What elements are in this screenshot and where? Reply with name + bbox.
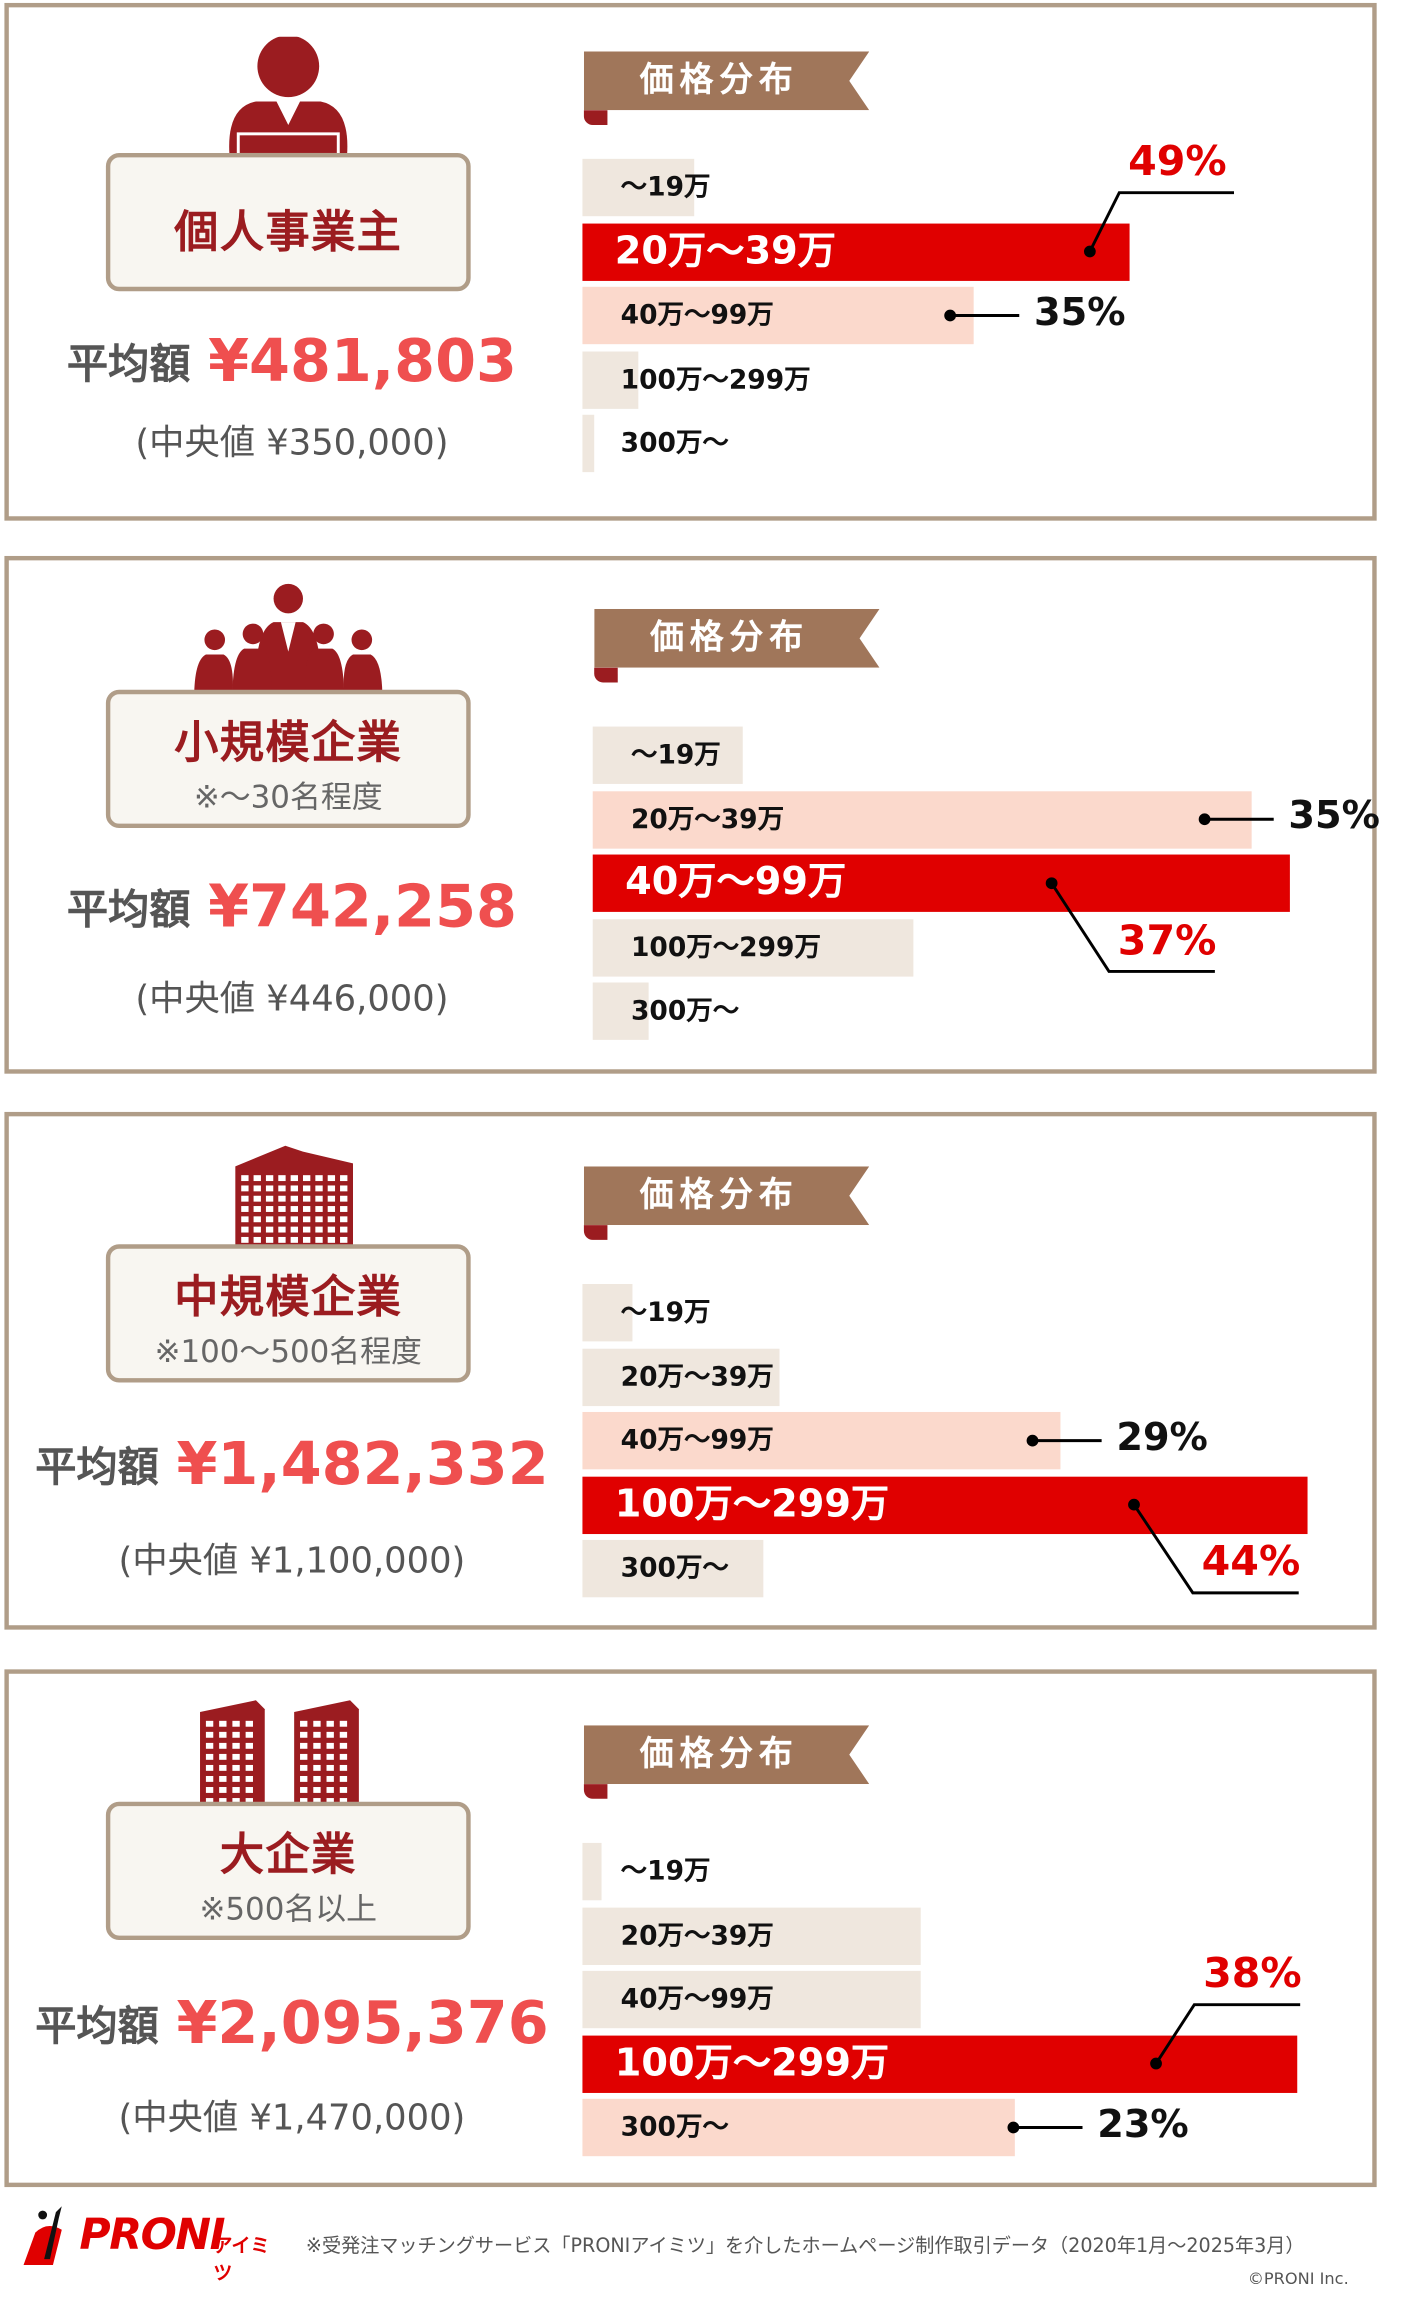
- average-value: ¥1,482,332: [176, 1431, 549, 1499]
- segment-label-box: 大企業 ※500名以上: [105, 1801, 471, 1940]
- bar-category-label: 〜19万: [620, 1297, 711, 1329]
- segment-title: 小規模企業: [174, 717, 403, 770]
- bar: [582, 1970, 922, 2029]
- bar: [582, 158, 695, 217]
- chart-title-banner: 価格分布: [594, 608, 880, 668]
- bar: [582, 1411, 1061, 1470]
- average-amount: 平均額 ¥481,803: [9, 328, 575, 396]
- median-amount: (中央値 ¥1,100,000): [118, 1539, 466, 1582]
- group-of-people-icon: [171, 581, 406, 699]
- average-value: ¥481,803: [208, 327, 518, 396]
- segment-label-box: 個人事業主: [105, 152, 471, 292]
- bar-category-label: 100万〜299万: [614, 1481, 890, 1526]
- segment-subtitle: ※〜30名程度: [193, 779, 383, 815]
- bar-category-label: 100万〜299万: [620, 364, 811, 395]
- bar-category-label: 300万〜: [620, 2112, 729, 2143]
- value-label-largest: 37%: [1117, 915, 1217, 965]
- banner-curl: [594, 667, 618, 683]
- value-label-second: 29%: [1116, 1415, 1208, 1460]
- average-value: ¥742,258: [208, 873, 518, 942]
- bar: [592, 982, 650, 1040]
- bar: [582, 1842, 602, 1901]
- median-amount: (中央値 ¥446,000): [135, 978, 449, 1020]
- segment-subtitle: ※500名以上: [199, 1891, 378, 1927]
- median-amount: (中央値 ¥1,470,000): [118, 2097, 466, 2139]
- segment-label-box: 小規模企業 ※〜30名程度: [105, 689, 471, 829]
- bar: [592, 790, 1252, 848]
- bar: [592, 918, 913, 976]
- bar-category-label: 20万〜39万: [614, 228, 836, 273]
- chart-title-banner: 価格分布: [583, 51, 870, 111]
- value-label-second: 23%: [1097, 2102, 1189, 2147]
- source-note: ※受発注マッチングサービス「PRONIアイミツ」を介したホームページ制作取引デー…: [305, 2235, 1305, 2258]
- bar: [582, 1347, 781, 1406]
- bar: [582, 2098, 1016, 2157]
- chart-title-banner: 価格分布: [583, 1725, 870, 1785]
- bar-category-label: 40万〜99万: [620, 1984, 774, 2015]
- bar-category-label: 300万〜: [630, 995, 740, 1027]
- value-label-largest: 49%: [1128, 136, 1227, 186]
- median-amount: (中央値 ¥350,000): [135, 422, 449, 464]
- bar-category-label: 〜19万: [620, 1856, 711, 1888]
- bar: [582, 1906, 922, 1965]
- average-value: ¥2,095,376: [176, 1989, 549, 2058]
- bar-category-label: 20万〜39万: [620, 1920, 774, 1952]
- average-amount: 平均額 ¥2,095,376: [9, 1990, 575, 2058]
- segment-panel: 個人事業主平均額 ¥481,803 (中央値 ¥350,000) 価格分布〜19万 20…: [4, 2, 1377, 521]
- logo-mark-icon: [23, 2206, 62, 2266]
- person-at-desk-icon: [171, 35, 406, 156]
- bar-category-label: 40万〜99万: [620, 1425, 774, 1457]
- bar-category-label: 100万〜299万: [614, 2040, 890, 2085]
- average-label: 平均額: [35, 1442, 159, 1492]
- bar-category-label: 300万〜: [620, 1553, 729, 1585]
- bar-category-label: 20万〜39万: [620, 1361, 774, 1393]
- bar: [582, 222, 1131, 281]
- bar: [582, 286, 974, 345]
- value-label-second: 35%: [1288, 794, 1380, 839]
- average-label: 平均額: [35, 2001, 159, 2051]
- bar-category-label: 40万〜99万: [620, 300, 774, 331]
- bar-category-label: 100万〜299万: [630, 931, 821, 963]
- bar-category-label: 40万〜99万: [625, 860, 847, 905]
- twin-buildings-icon: [171, 1694, 406, 1813]
- segment-panel: 大企業 ※500名以上平均額 ¥2,095,376 (中央値 ¥1,470,000) 価…: [4, 1669, 1377, 2188]
- bar: [582, 414, 595, 473]
- segment-panel: 小規模企業 ※〜30名程度平均額 ¥742,258 (中央値 ¥446,000) 価格分…: [4, 555, 1380, 1074]
- bar: [582, 350, 639, 409]
- office-building-icon: [171, 1134, 406, 1252]
- average-label: 平均額: [66, 885, 191, 934]
- chart-title-banner: 価格分布: [583, 1166, 870, 1226]
- segment-title: 大企業: [219, 1829, 357, 1882]
- segment-panel: 中規模企業 ※100〜500名程度平均額 ¥1,482,332 (中央値 ¥1,100…: [4, 1111, 1377, 1630]
- segment-subtitle: ※100〜500名程度: [154, 1334, 422, 1370]
- bar: [582, 1539, 764, 1598]
- value-label-largest: 38%: [1203, 1948, 1302, 1998]
- banner-curl: [583, 1784, 608, 1799]
- segment-title: 個人事業主: [174, 207, 403, 259]
- bar-category-label: 20万〜39万: [630, 803, 785, 835]
- bar-category-label: 〜19万: [630, 739, 721, 771]
- average-label: 平均額: [66, 339, 191, 389]
- bar-category-label: 300万〜: [620, 428, 729, 459]
- average-amount: 平均額 ¥742,258: [9, 874, 575, 942]
- segment-label-box: 中規模企業 ※100〜500名程度: [105, 1244, 471, 1383]
- copyright: ©PRONI Inc.: [1247, 2269, 1349, 2289]
- bar: [582, 1284, 632, 1342]
- proni-aimitsu-logo: PRONI アイミツ: [18, 2200, 283, 2286]
- segment-title: 中規模企業: [174, 1272, 403, 1324]
- logo-sub: アイミツ: [213, 2235, 270, 2286]
- value-label-second: 35%: [1033, 290, 1126, 335]
- logo-text: PRONI: [79, 2209, 225, 2260]
- banner-curl: [583, 1225, 608, 1240]
- bar: [592, 726, 744, 784]
- average-amount: 平均額 ¥1,482,332: [9, 1431, 575, 1499]
- bar-category-label: 〜19万: [620, 172, 711, 203]
- banner-curl: [583, 110, 608, 126]
- value-label-largest: 44%: [1201, 1536, 1301, 1586]
